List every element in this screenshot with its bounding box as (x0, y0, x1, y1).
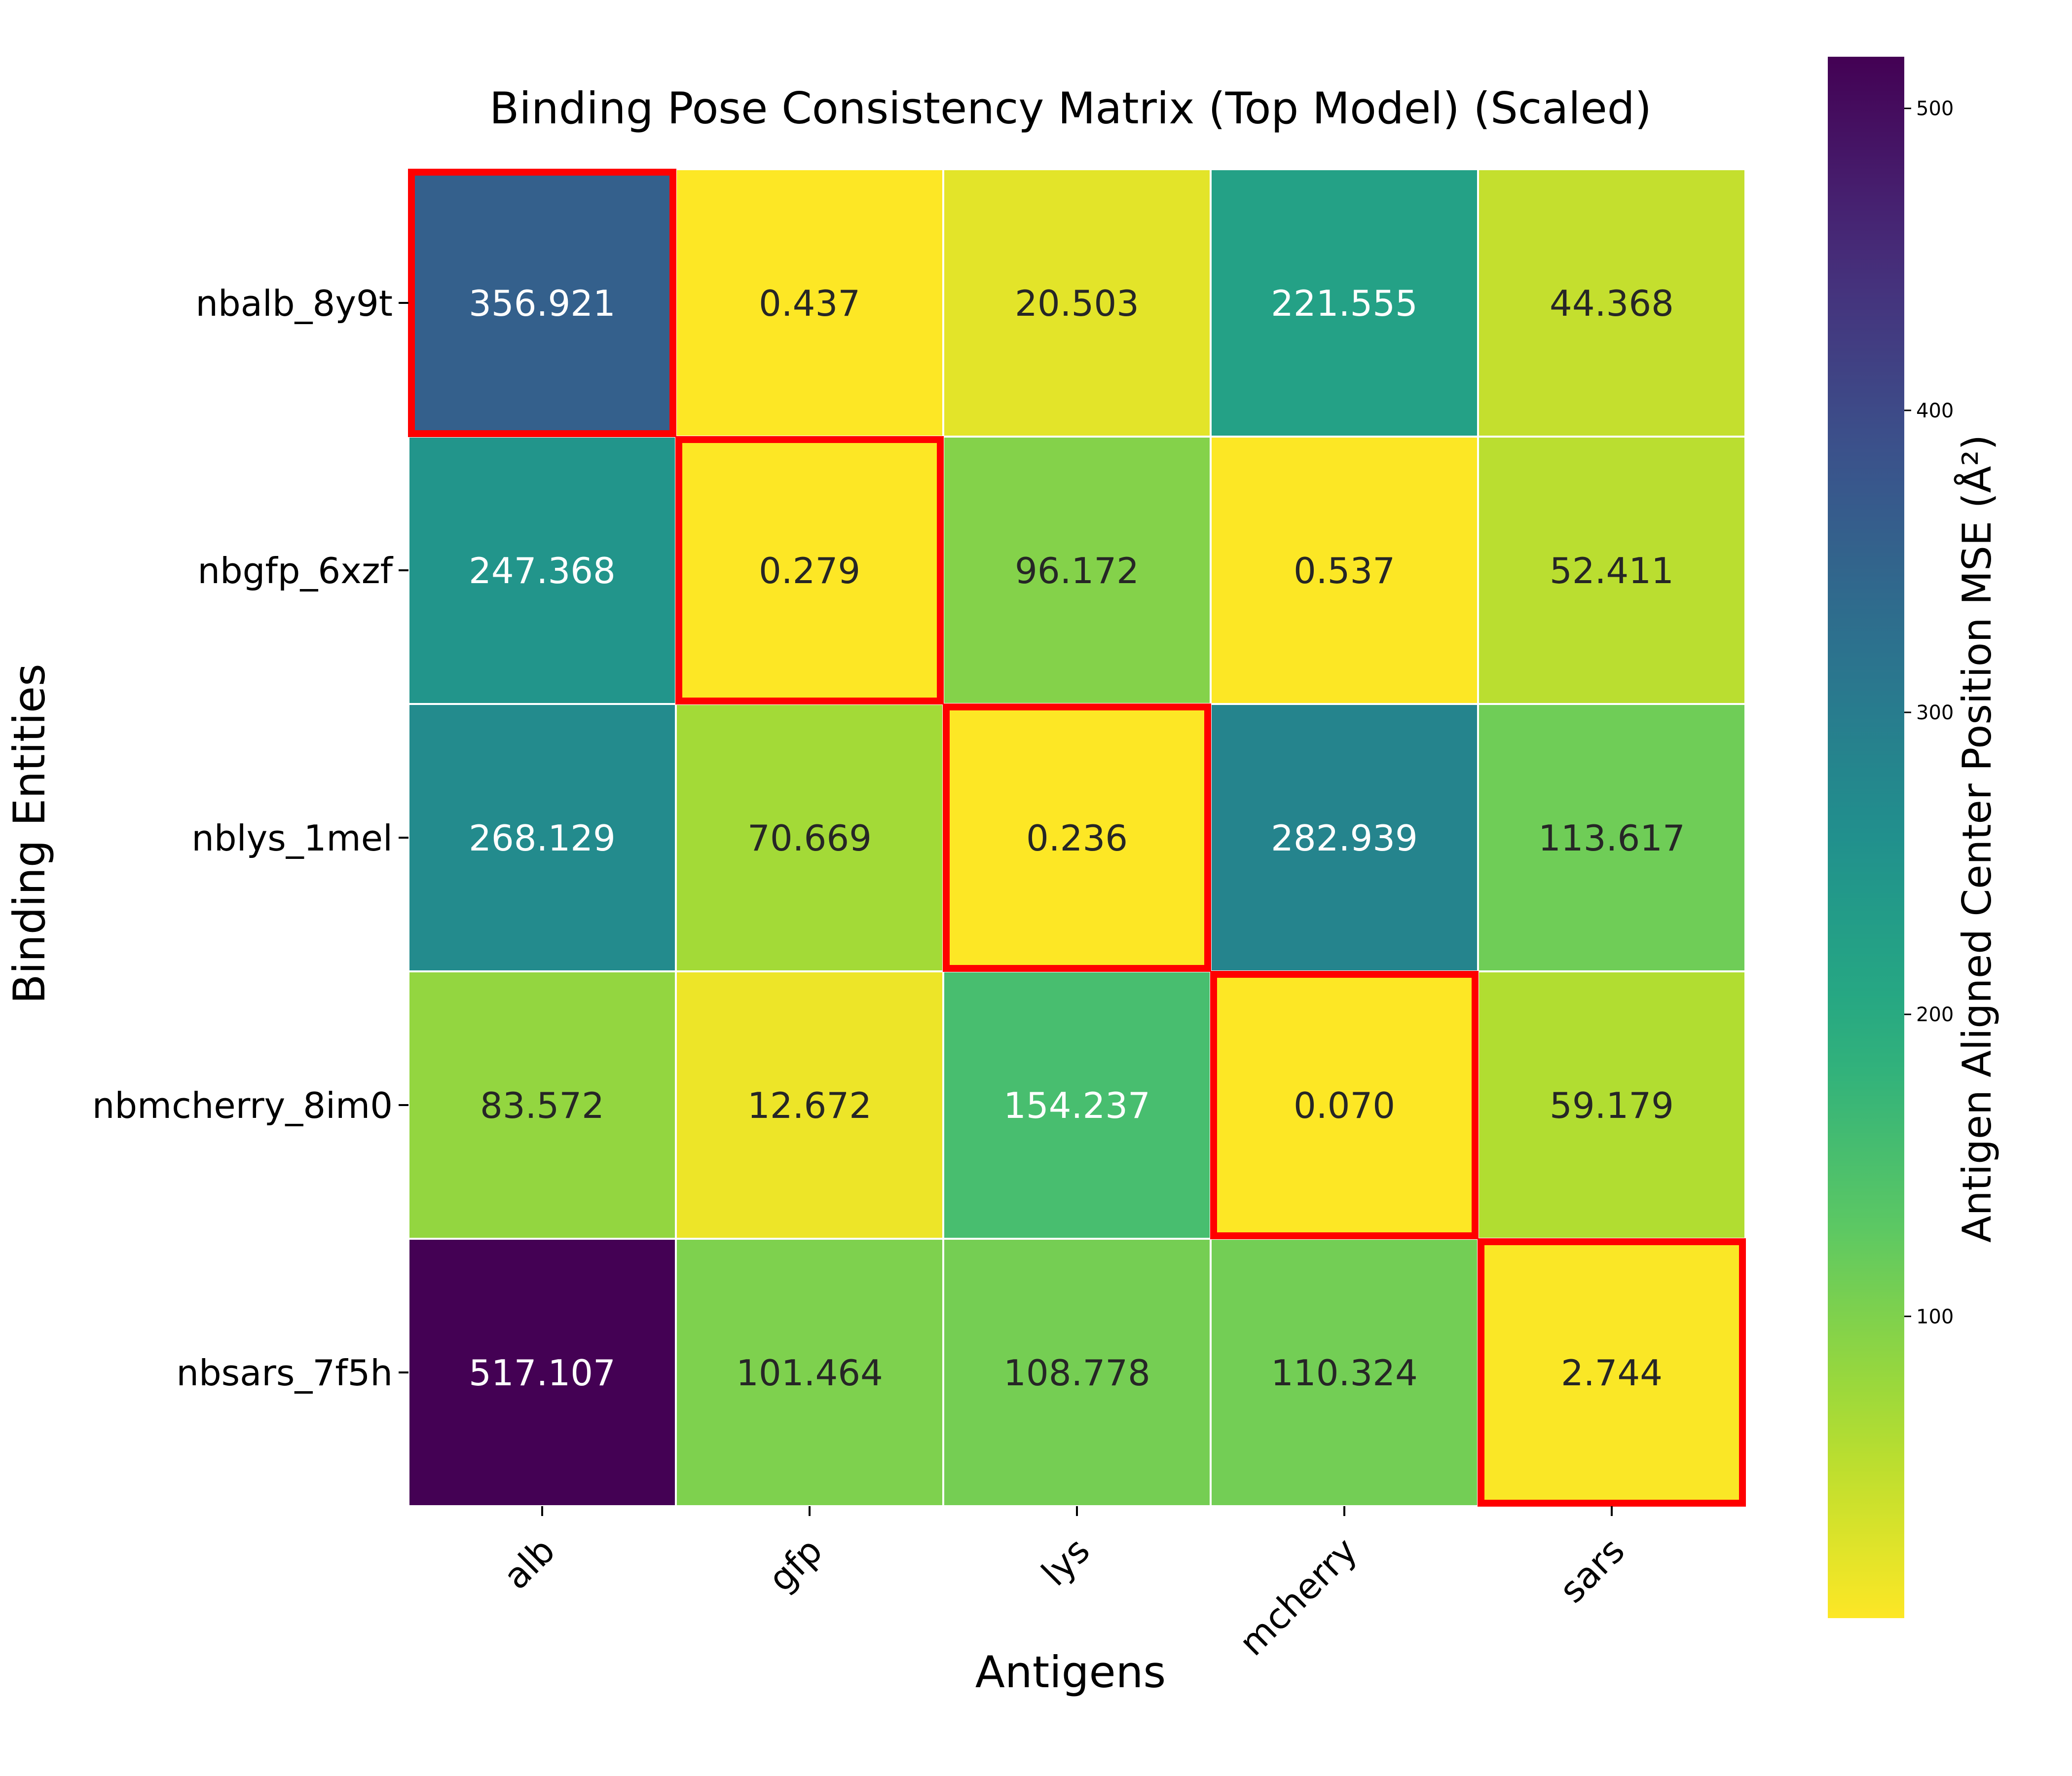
cell-value-label: 52.411 (1550, 550, 1674, 592)
cell-value-label: 101.464 (736, 1352, 883, 1394)
x-axis: alb gfp lys mcherry sars (495, 1506, 1632, 1664)
cell-value-label: 221.555 (1271, 283, 1418, 324)
y-tick-label: nbgfp_6xzf (197, 550, 393, 592)
x-tick-label: mcherry (1231, 1530, 1365, 1664)
diagonal-highlight-box (1478, 1238, 1746, 1507)
colorbar-tick-label: 400 (1916, 400, 1954, 422)
cell-value-label: 356.921 (469, 283, 616, 324)
heatmap-cell (942, 970, 1212, 1240)
cell-value-label: 268.129 (469, 817, 616, 859)
x-tick-label: alb (495, 1530, 563, 1597)
cell-value-label: 70.669 (747, 817, 872, 859)
cell-value-label: 108.778 (1003, 1352, 1150, 1394)
colorbar-tick-label: 200 (1916, 1003, 1954, 1026)
diagonal-highlights (408, 169, 1746, 1507)
heatmap-cell (407, 436, 677, 705)
diagonal-highlight-box (1210, 971, 1479, 1239)
chart-title: Binding Pose Consistency Matrix (Top Mod… (489, 83, 1652, 134)
x-tick-label: sars (1551, 1530, 1632, 1611)
diagonal-highlight-box (408, 169, 676, 437)
heatmap-cell (942, 703, 1212, 972)
cell-value-label: 0.279 (759, 550, 860, 592)
colorbar-tick-label: 100 (1916, 1305, 1954, 1328)
heatmap-cell (942, 1238, 1212, 1507)
cell-value-label: 247.368 (469, 550, 616, 592)
heatmap-cell-labels: 356.921 0.437 20.503 221.555 44.368 247.368 0.… (469, 283, 1685, 1394)
cell-value-label: 113.617 (1538, 817, 1685, 859)
heatmap-cell (1210, 970, 1479, 1240)
cell-value-label: 282.939 (1271, 817, 1418, 859)
cell-value-label: 110.324 (1271, 1352, 1418, 1394)
colorbar-tick-label: 500 (1916, 98, 1954, 120)
heatmap-cell (675, 1238, 944, 1507)
heatmap-cell (1477, 168, 1746, 438)
heatmap-cell (675, 703, 944, 972)
heatmap-cell (1210, 703, 1479, 972)
heatmap-cell (1210, 168, 1479, 438)
cell-value-label: 0.236 (1026, 817, 1128, 859)
cell-value-label: 20.503 (1015, 283, 1139, 324)
diagonal-highlight-box (675, 436, 944, 704)
heatmap-cell (1477, 436, 1746, 705)
colorbar-label: Antigen Aligned Center Position MSE (Å²) (1954, 435, 2000, 1243)
x-axis-label: Antigens (975, 1647, 1166, 1698)
cell-value-label: 96.172 (1015, 550, 1139, 592)
cell-value-label: 44.368 (1550, 283, 1674, 324)
heatmap-cell (1477, 1238, 1746, 1507)
heatmap-cell (1477, 703, 1746, 972)
colorbar-tick-label: 300 (1916, 702, 1954, 724)
heatmap-cell (942, 436, 1212, 705)
heatmap-cell (675, 168, 944, 438)
cell-value-label: 0.537 (1294, 550, 1395, 592)
heatmap-cell (407, 1238, 677, 1507)
x-tick-label: gfp (760, 1530, 830, 1600)
heatmap-cell (407, 168, 677, 438)
cell-value-label: 0.070 (1294, 1085, 1395, 1126)
cell-value-label: 83.572 (480, 1085, 604, 1126)
cell-value-label: 154.237 (1003, 1085, 1150, 1126)
heatmap-cell (675, 970, 944, 1240)
y-tick-label: nbsars_7f5h (176, 1352, 393, 1394)
y-tick-label: nbalb_8y9t (195, 283, 393, 324)
cell-value-label: 2.744 (1561, 1352, 1663, 1394)
heatmap-cells (407, 168, 1746, 1507)
cell-value-label: 12.672 (747, 1085, 872, 1126)
cell-value-label: 59.179 (1550, 1085, 1674, 1126)
x-tick-label: lys (1034, 1530, 1098, 1594)
y-axis: nbalb_8y9t nbgfp_6xzf nblys_1mel nbmcherry_… (92, 283, 408, 1394)
cell-value-label: 0.437 (759, 283, 860, 324)
colorbar (1828, 57, 1904, 1618)
y-axis-label: Binding Entities (4, 664, 55, 1004)
cell-value-label: 517.107 (469, 1352, 616, 1394)
y-tick-label: nbmcherry_8im0 (92, 1085, 393, 1126)
colorbar-ticks: 100 200 300 400 500 (1904, 98, 1954, 1328)
diagonal-highlight-box (943, 703, 1211, 972)
y-tick-label: nblys_1mel (191, 817, 393, 859)
heatmap-cell (1477, 970, 1746, 1240)
heatmap-cell (942, 168, 1212, 438)
